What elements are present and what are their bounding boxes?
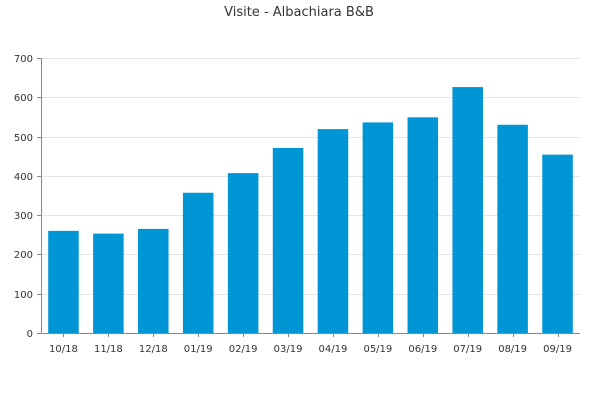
chart-title: Visite - Albachiara B&B [224, 5, 374, 20]
bar [182, 192, 214, 333]
x-tick-label: 10/18 [49, 344, 78, 355]
bar [542, 154, 573, 333]
bar [407, 117, 439, 333]
x-tick-label: 05/19 [363, 344, 392, 355]
y-tick-label: 300 [14, 211, 33, 222]
x-tick-label: 01/19 [184, 344, 213, 355]
y-axis-ticks: 0 100 200 300 400 500 600 700 [14, 54, 41, 340]
y-tick-label: 600 [14, 93, 33, 104]
y-tick-label: 700 [14, 54, 33, 65]
bar [272, 147, 304, 333]
y-tick-label: 400 [14, 172, 33, 183]
bar [48, 230, 79, 333]
y-tick-label: 100 [14, 290, 33, 301]
x-tick-label: 03/19 [274, 344, 303, 355]
x-tick-label: 04/19 [319, 344, 348, 355]
x-tick-label: 07/19 [453, 344, 482, 355]
x-tick-label: 08/19 [498, 344, 527, 355]
y-tick-label: 200 [14, 250, 33, 261]
y-tick-label: 0 [27, 329, 33, 340]
x-tick-label: 06/19 [408, 344, 437, 355]
gridlines [41, 58, 580, 295]
x-tick-label: 02/19 [229, 344, 258, 355]
x-tick-label: 12/18 [139, 344, 168, 355]
axes [41, 58, 580, 334]
x-tick-label: 09/19 [543, 344, 572, 355]
bar [138, 228, 169, 333]
bar [362, 122, 394, 333]
x-tick-label: 11/18 [94, 344, 123, 355]
bar [93, 233, 124, 333]
bars [48, 87, 573, 334]
y-tick-label: 500 [14, 133, 33, 144]
bar [497, 124, 528, 334]
x-axis-ticks: 10/18 11/18 12/18 01/19 02/19 03/19 04/19 05/19… [49, 333, 572, 355]
bar [227, 173, 259, 333]
bar [317, 129, 349, 333]
bar [452, 87, 483, 333]
